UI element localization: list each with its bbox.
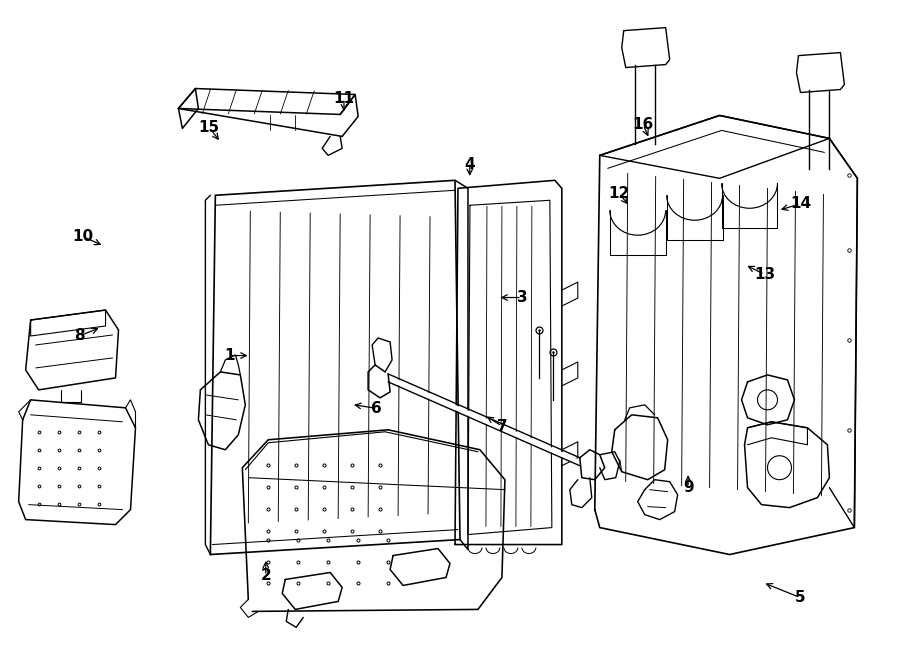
Text: 8: 8 <box>75 329 86 343</box>
Text: 6: 6 <box>371 401 382 416</box>
Text: 13: 13 <box>754 267 775 282</box>
Text: 5: 5 <box>795 590 806 605</box>
Text: 12: 12 <box>608 186 630 201</box>
Text: 10: 10 <box>73 229 94 245</box>
Text: 11: 11 <box>334 91 355 106</box>
Text: 9: 9 <box>683 480 693 495</box>
Text: 2: 2 <box>260 568 271 584</box>
Text: 3: 3 <box>517 290 527 305</box>
Text: 7: 7 <box>497 418 508 434</box>
Text: 1: 1 <box>225 348 235 363</box>
Text: 16: 16 <box>633 117 653 132</box>
Text: 14: 14 <box>790 196 811 212</box>
Text: 4: 4 <box>464 157 475 172</box>
Text: 15: 15 <box>199 120 220 135</box>
